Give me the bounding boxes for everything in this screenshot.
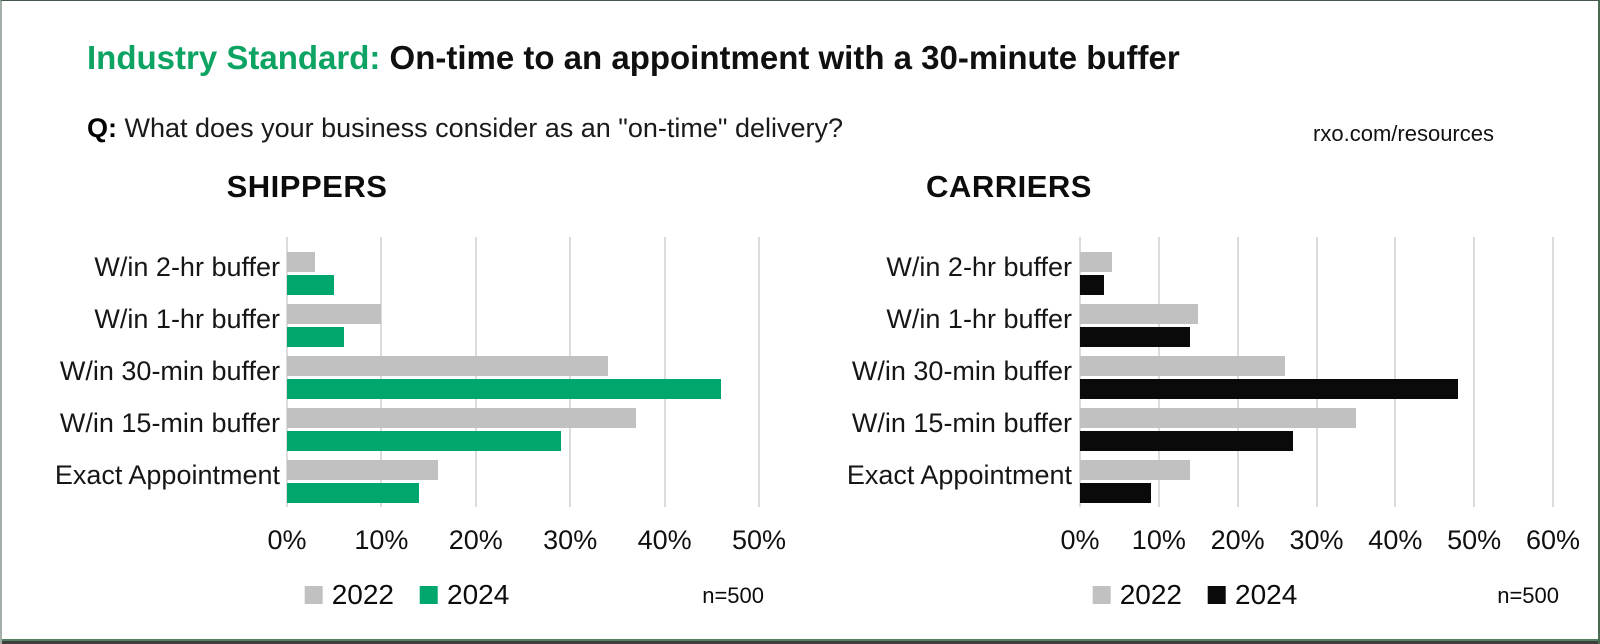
x-tick-shippers-40: 40% (637, 525, 692, 555)
bar-shippers-2022-w-in-30-min-buffer (287, 356, 608, 376)
bar-shippers-2022-w-in-1-hr-buffer (287, 304, 382, 324)
page-title: Industry Standard: On-time to an appoint… (87, 39, 1180, 77)
bar-carriers-2024-w-in-15-min-buffer (1080, 431, 1293, 451)
bar-shippers-2022-w-in-15-min-buffer (287, 408, 637, 428)
x-tick-shippers-10: 10% (354, 525, 409, 555)
category-label-w-in-15-min-buffer: W/in 15-min buffer (59, 408, 280, 438)
legend-carriers: 2022 2024 (1092, 579, 1297, 611)
bar-shippers-2024-exact-appointment (287, 483, 420, 503)
x-tick-carriers-50: 50% (1447, 525, 1502, 555)
bar-carriers-2022-w-in-1-hr-buffer (1080, 304, 1199, 324)
category-label-w-in-15-min-buffer: W/in 15-min buffer (851, 408, 1072, 438)
gridline-carriers-40 (1394, 237, 1397, 507)
category-label-w-in-2-hr-buffer: W/in 2-hr buffer (886, 252, 1072, 282)
sample-size-note-shippers: n=500 (702, 583, 764, 608)
category-label-w-in-1-hr-buffer: W/in 1-hr buffer (94, 304, 280, 334)
gridline-carriers-60 (1552, 237, 1554, 507)
x-tick-carriers-60: 60% (1525, 525, 1581, 555)
category-label-exact-appointment: Exact Appointment (54, 460, 280, 490)
category-label-exact-appointment: Exact Appointment (846, 460, 1072, 490)
bar-carriers-2024-w-in-1-hr-buffer (1080, 327, 1191, 347)
legend-item-2024: 2024 (420, 579, 509, 611)
bottom-border (2, 638, 1598, 644)
legend-label-2022: 2022 (331, 579, 394, 610)
sample-size-note-carriers: n=500 (1497, 583, 1559, 608)
bar-shippers-2022-exact-appointment (287, 460, 439, 480)
legend-shippers: 2022 2024 (304, 579, 509, 611)
bar-carriers-2024-w-in-30-min-buffer (1080, 379, 1459, 399)
bar-shippers-2024-w-in-2-hr-buffer (287, 275, 335, 295)
question-prefix: Q: (87, 113, 117, 143)
x-tick-shippers-30: 30% (543, 525, 598, 555)
legend-item-2022: 2022 (304, 579, 394, 611)
legend-swatch-2022 (304, 586, 323, 604)
bar-shippers-2024-w-in-1-hr-buffer (287, 327, 344, 347)
chart-title-shippers: SHIPPERS (226, 169, 388, 204)
x-tick-shippers-20: 20% (448, 525, 503, 555)
chart-title-carriers: CARRIERS (926, 169, 1092, 204)
x-tick-carriers-40: 40% (1368, 525, 1423, 555)
bar-carriers-2024-w-in-2-hr-buffer (1080, 275, 1104, 295)
question-text: What does your business consider as an "… (117, 113, 844, 143)
category-label-w-in-2-hr-buffer: W/in 2-hr buffer (94, 252, 280, 282)
gridline-shippers-50 (758, 237, 760, 507)
legend-label-2024: 2024 (447, 579, 510, 610)
bar-carriers-2024-exact-appointment (1080, 483, 1151, 503)
x-tick-shippers-50: 50% (731, 525, 787, 555)
x-tick-carriers-20: 20% (1210, 525, 1265, 555)
bar-shippers-2022-w-in-2-hr-buffer (287, 252, 316, 272)
category-label-w-in-30-min-buffer: W/in 30-min buffer (851, 356, 1072, 386)
legend-label-2022: 2022 (1119, 579, 1182, 610)
legend-swatch-2024 (1208, 586, 1226, 604)
legend-swatch-2022 (1092, 586, 1111, 604)
source-link: rxo.com/resources (1313, 121, 1494, 146)
bar-carriers-2022-w-in-2-hr-buffer (1080, 252, 1112, 272)
bar-carriers-2022-exact-appointment (1080, 460, 1191, 480)
bar-carriers-2022-w-in-30-min-buffer (1080, 356, 1285, 376)
legend-swatch-2024 (420, 586, 438, 604)
bar-shippers-2024-w-in-30-min-buffer (287, 379, 722, 399)
x-tick-shippers-0: 0% (267, 525, 307, 555)
category-label-w-in-1-hr-buffer: W/in 1-hr buffer (886, 304, 1072, 334)
category-label-w-in-30-min-buffer: W/in 30-min buffer (59, 356, 280, 386)
legend-item-2024: 2024 (1208, 579, 1297, 611)
page-title-rest: On-time to an appointment with a 30-minu… (380, 39, 1180, 76)
x-tick-carriers-30: 30% (1289, 525, 1344, 555)
x-tick-carriers-0: 0% (1060, 525, 1100, 555)
bar-carriers-2022-w-in-15-min-buffer (1080, 408, 1356, 428)
survey-question: Q: What does your business consider as a… (87, 113, 843, 144)
x-tick-carriers-10: 10% (1131, 525, 1186, 555)
legend-label-2024: 2024 (1235, 579, 1298, 610)
gridline-shippers-40 (663, 237, 666, 507)
legend-item-2022: 2022 (1092, 579, 1182, 611)
bar-shippers-2024-w-in-15-min-buffer (287, 431, 561, 451)
gridline-carriers-30 (1315, 237, 1318, 507)
page-title-highlight: Industry Standard: (87, 39, 381, 76)
gridline-carriers-50 (1473, 237, 1476, 507)
